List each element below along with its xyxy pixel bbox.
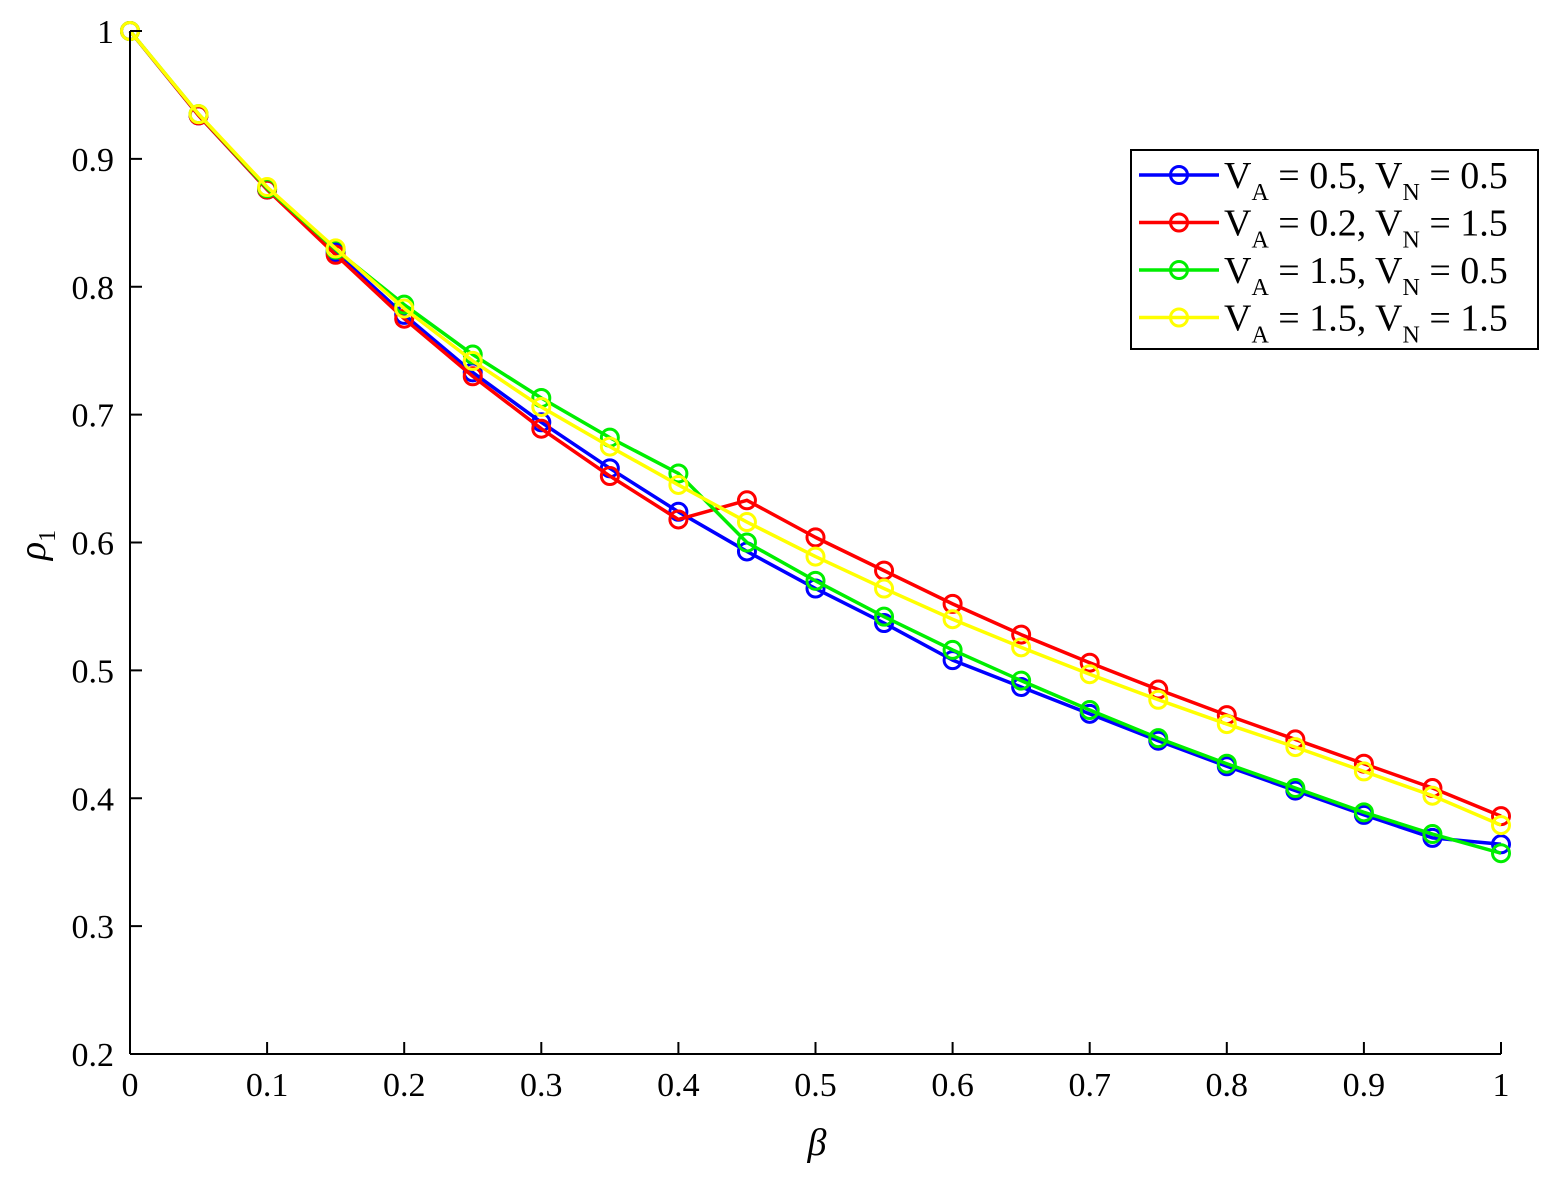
x-tick-label: 0.9	[1343, 1067, 1386, 1104]
data-point	[805, 546, 826, 567]
y-tick-label: 0.4	[72, 781, 115, 818]
data-point	[1011, 670, 1032, 691]
x-tick-label: 0.3	[520, 1067, 563, 1104]
data-point	[874, 606, 895, 627]
y-axis-title-main: ρ	[12, 542, 54, 561]
data-point	[1353, 761, 1374, 782]
data-point	[1079, 700, 1100, 721]
data-point	[1422, 824, 1443, 845]
legend: VA = 0.5, VN = 0.5VA = 0.2, VN = 1.5VA =…	[1130, 149, 1539, 350]
data-point	[668, 474, 689, 495]
y-axis-title-subscript: 1	[35, 530, 61, 542]
data-point	[1011, 676, 1032, 697]
data-point	[1353, 802, 1374, 823]
data-point	[1285, 778, 1306, 799]
data-point	[325, 238, 346, 259]
data-point	[531, 418, 552, 439]
data-point	[1422, 785, 1443, 806]
x-tick-label: 0.6	[931, 1067, 974, 1104]
x-tick-label: 0.1	[246, 1067, 289, 1104]
x-tick-label: 1	[1493, 1067, 1510, 1104]
x-tick-label: 0.8	[1206, 1067, 1249, 1104]
data-point	[1491, 843, 1511, 864]
data-point	[942, 639, 963, 660]
data-point	[805, 527, 826, 548]
data-point	[874, 578, 895, 599]
y-tick-label: 0.2	[72, 1037, 115, 1074]
legend-label: VA = 0.5, VN = 0.5	[1224, 155, 1508, 206]
series-line	[128, 29, 1502, 818]
data-point	[942, 593, 963, 614]
series-4	[120, 21, 1511, 836]
data-point	[736, 490, 757, 511]
y-axis-title: ρ1	[12, 530, 61, 561]
y-tick-label: 0.9	[72, 142, 115, 179]
data-point	[874, 613, 895, 634]
ticks-layer: 0 0.1 0.2 0.3 0.4 0.5 0.6 0.7 0.8 0.9 1 0.2 0.3 0.4 0.…	[72, 14, 1510, 1104]
legend-swatch-marker	[1169, 260, 1189, 280]
y-tick-label: 0.8	[72, 270, 115, 307]
legend-item: VA = 0.2, VN = 1.5	[1139, 203, 1508, 254]
x-tick-label: 0.2	[383, 1067, 426, 1104]
legend-item: VA = 0.5, VN = 0.5	[1139, 155, 1508, 206]
data-point	[1148, 728, 1169, 749]
data-point	[462, 350, 483, 371]
y-tick-label: 0.7	[72, 398, 115, 435]
data-point	[1216, 753, 1237, 774]
series-layer	[120, 21, 1511, 864]
data-point	[1216, 714, 1237, 735]
data-point	[1491, 815, 1511, 836]
data-point	[736, 532, 757, 553]
series-line	[128, 29, 1502, 827]
data-point	[599, 466, 620, 487]
data-point	[599, 436, 620, 457]
data-point	[1079, 664, 1100, 685]
data-point	[188, 104, 209, 125]
legend-swatch-marker	[1169, 307, 1189, 328]
x-axis-title: β	[807, 1122, 827, 1164]
legend-label: VA = 1.5, VN = 0.5	[1224, 250, 1508, 301]
y-tick-label: 1	[97, 14, 114, 51]
data-point	[668, 463, 689, 484]
data-point	[1285, 737, 1306, 758]
data-point	[257, 177, 278, 198]
legend-swatch-marker	[1169, 212, 1189, 233]
svg-text:ρ1: ρ1	[12, 530, 61, 561]
data-point	[394, 298, 415, 319]
y-tick-label: 0.3	[72, 909, 115, 946]
legend-swatch-marker	[1169, 165, 1189, 185]
data-point	[531, 396, 552, 417]
y-tick-label: 0.6	[72, 526, 115, 563]
legend-label: VA = 0.2, VN = 1.5	[1224, 203, 1508, 254]
data-point	[462, 366, 483, 387]
legend-item: VA = 1.5, VN = 0.5	[1139, 250, 1508, 301]
legend-item: VA = 1.5, VN = 1.5	[1139, 298, 1508, 349]
data-point	[1079, 652, 1100, 673]
data-point	[1148, 689, 1169, 710]
x-tick-label: 0.7	[1068, 1067, 1111, 1104]
x-tick-label: 0	[122, 1067, 139, 1104]
data-point	[736, 512, 757, 533]
data-point	[1011, 624, 1032, 645]
legend-label: VA = 1.5, VN = 1.5	[1224, 298, 1508, 349]
x-tick-label: 0.5	[794, 1067, 837, 1104]
data-point	[942, 609, 963, 630]
data-point	[1011, 637, 1032, 658]
x-tick-label: 0.4	[657, 1067, 700, 1104]
y-tick-label: 0.5	[72, 653, 115, 690]
data-point	[805, 570, 826, 591]
data-point	[668, 509, 689, 530]
